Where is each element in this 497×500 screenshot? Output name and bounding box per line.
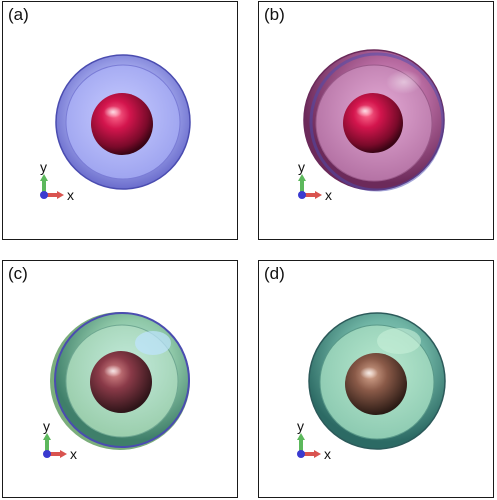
panel-label-d: (d) bbox=[264, 264, 285, 283]
sphere-scene-a: y x bbox=[40, 54, 191, 203]
sphere-scene-c: y x bbox=[43, 312, 190, 462]
axis-x-label: x bbox=[70, 446, 77, 462]
panel-b: y x (b) bbox=[258, 1, 494, 240]
axis-y-label: y bbox=[43, 418, 50, 434]
axis-triad-d: y x bbox=[297, 418, 331, 462]
axis-x-label: x bbox=[324, 446, 331, 462]
sphere-scene-b: y x bbox=[298, 49, 445, 203]
axis-x-label: x bbox=[67, 187, 74, 203]
shell-highlight-d bbox=[377, 328, 421, 354]
axis-x-label: x bbox=[325, 187, 332, 203]
panel-label-c: (c) bbox=[8, 264, 28, 283]
axis-triad-c: y x bbox=[43, 418, 77, 462]
axis-y-label: y bbox=[298, 159, 305, 175]
shell-highlight-b bbox=[386, 70, 422, 94]
panel-a: y x (a) bbox=[2, 1, 238, 240]
core-sphere-a bbox=[91, 93, 153, 155]
core-highlight-a bbox=[104, 106, 122, 118]
panel-c: y x (c) bbox=[2, 260, 238, 498]
axis-y-label: y bbox=[40, 159, 47, 175]
panel-label-b: (b) bbox=[264, 5, 285, 24]
sphere-scene-d: y x bbox=[297, 312, 446, 462]
core-sphere-b bbox=[343, 93, 403, 153]
shell-highlight-c bbox=[135, 331, 171, 355]
panel-label-a: (a) bbox=[8, 5, 29, 24]
core-sphere-d bbox=[345, 353, 407, 415]
axis-triad-b: y x bbox=[298, 159, 332, 203]
axis-triad-a: y x bbox=[40, 159, 74, 203]
core-highlight-c bbox=[104, 365, 122, 377]
core-sphere-c bbox=[90, 351, 152, 413]
outer-shell-b-edge bbox=[309, 52, 445, 192]
axis-y-label: y bbox=[297, 418, 304, 434]
core-highlight-b bbox=[356, 105, 374, 117]
core-highlight-d bbox=[360, 367, 378, 379]
panel-d: y x (d) bbox=[258, 260, 494, 498]
